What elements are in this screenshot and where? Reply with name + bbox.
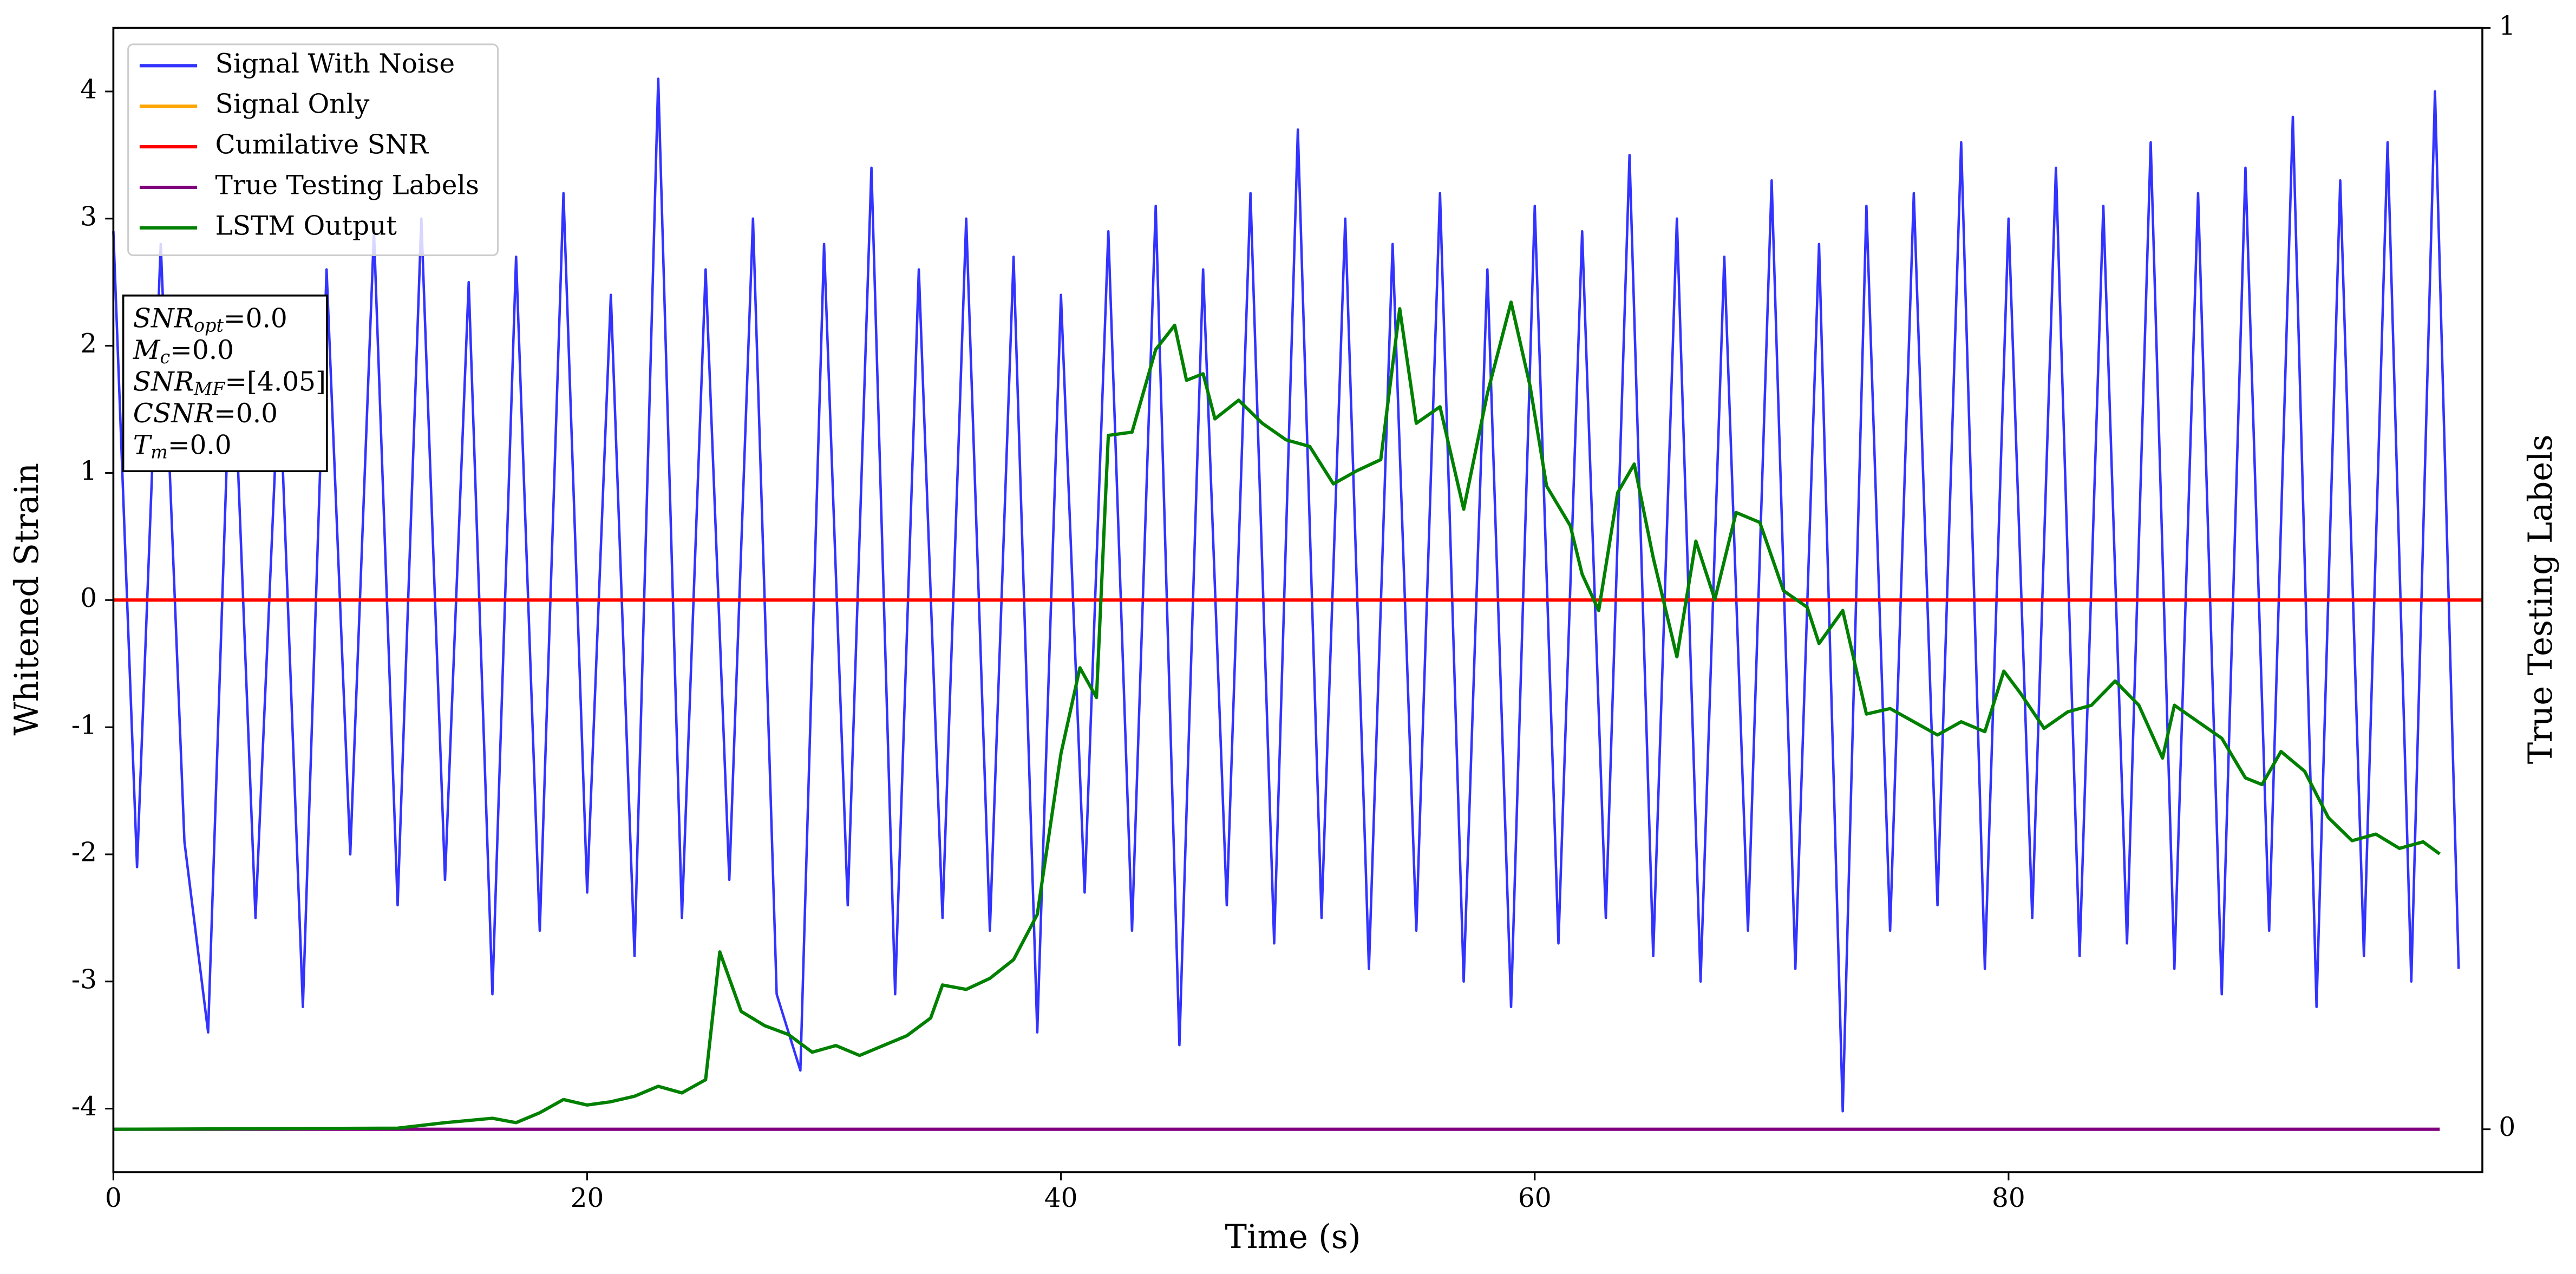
y2-axis-label: True Testing Labels (2522, 434, 2560, 764)
x-axis-label: Time (s) (1225, 1218, 1361, 1256)
annotation-value: =0.0 (168, 430, 232, 460)
annotation-value: =[4.05] (225, 367, 326, 397)
x-tick-label: 40 (1044, 1183, 1078, 1213)
y2-tick-label: 1 (2499, 11, 2515, 41)
legend-box (127, 43, 499, 257)
y-tick-label: -2 (71, 837, 97, 867)
annotation-name: SNR (133, 303, 194, 334)
y-tick-label: -4 (71, 1092, 97, 1122)
legend-label: True Testing Labels (215, 170, 479, 200)
annotation-name: T (133, 430, 153, 460)
legend-label: Cumilative SNR (215, 130, 429, 160)
annotation-line: Mc=0.0 (133, 335, 234, 368)
annotation-value: =0.0 (214, 398, 278, 428)
legend: Signal With Noise Signal Only Cumilative S… (127, 43, 499, 257)
y-tick-label: -3 (71, 964, 97, 995)
series-line (113, 300, 2441, 1131)
annotation-line: Tm=0.0 (133, 430, 232, 463)
x-tick-label: 0 (105, 1183, 122, 1213)
legend-label: Signal Only (215, 89, 370, 120)
annotation-value: =0.0 (224, 303, 287, 334)
y-tick-label: -1 (71, 710, 97, 741)
x-tick-label: 60 (1518, 1183, 1552, 1213)
annotation-line: SNRMF=[4.05] (133, 367, 326, 400)
annotation-name: CSNR (133, 398, 214, 428)
y-tick-label: 1 (80, 456, 97, 486)
annotation-subscript: opt (194, 315, 224, 336)
x-tick-label: 20 (571, 1183, 604, 1213)
legend-label: Signal With Noise (215, 49, 455, 79)
y-tick-label: 0 (80, 583, 97, 613)
y-tick-label: 3 (80, 201, 97, 232)
annotation-value: =0.0 (170, 335, 234, 365)
y-tick-label: 4 (80, 74, 97, 104)
annotation-name: SNR (133, 367, 194, 397)
annotation-line: CSNR=0.0 (133, 398, 278, 428)
annotation-box (122, 294, 328, 473)
annotation: SNRopt=0.0Mc=0.0SNRMF=[4.05]CSNR=0.0Tm=0… (122, 294, 328, 473)
series-line (112, 77, 2460, 1113)
annotation-subscript: c (160, 347, 170, 368)
x-tick-label: 80 (1992, 1183, 2025, 1213)
y-tick-label: 2 (80, 329, 97, 359)
annotation-line: SNRopt=0.0 (133, 303, 287, 336)
y-axis-label: Whitened Strain (8, 463, 46, 736)
annotation-subscript: m (151, 442, 168, 463)
annotation-name: M (133, 335, 161, 365)
annotation-subscript: MF (193, 378, 226, 399)
y2-tick-label: 0 (2499, 1112, 2515, 1142)
legend-label: LSTM Output (215, 211, 397, 241)
